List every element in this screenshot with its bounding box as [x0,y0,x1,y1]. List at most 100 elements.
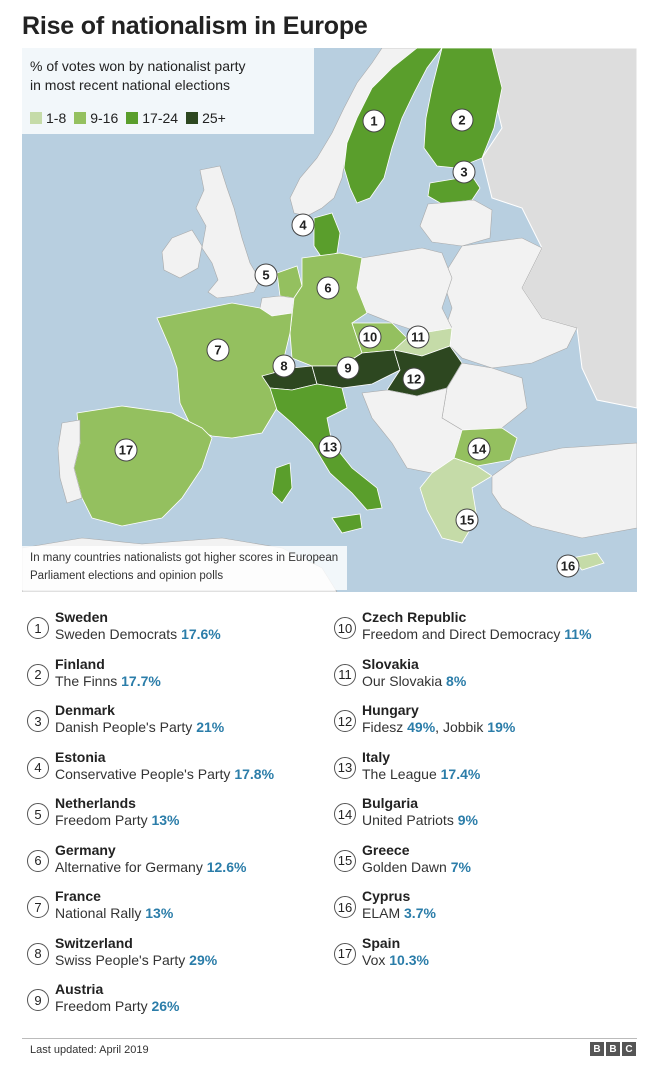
vote-percentage: 9% [457,812,478,828]
vote-percentage: 13% [145,905,174,921]
vote-percentage: 21% [196,719,225,735]
country-entry-cyprus: 16 Cyprus ELAM 3.7% [334,888,436,922]
party-separator: , [435,719,443,735]
entry-number: 6 [27,849,49,872]
vote-percentage: 11% [564,626,592,642]
legend-label: 9-16 [90,110,119,126]
legend-label: 17-24 [142,110,179,126]
marker-circle [316,276,340,300]
map-marker-finland: 2 [450,108,474,132]
entry-text: Estonia Conservative People's Party 17.8% [55,749,274,783]
uk-region [195,165,261,299]
party-line: Our Slovakia 8% [362,673,466,690]
vote-percentage: 17.7% [121,672,161,689]
marker-number: 12 [407,372,421,387]
entry-number: 12 [334,710,356,732]
map-marker-sweden: 1 [362,109,386,133]
country-entry-spain: 17 Spain Vox 10.3% [334,935,429,969]
party-line: ELAM 3.7% [362,905,436,922]
party-name: Alternative for Germany [55,858,207,875]
entry-text: Cyprus ELAM 3.7% [362,888,436,922]
marker-number: 6 [324,281,331,296]
marker-circle [406,325,430,349]
country-entry-germany: 6 Germany Alternative for Germany 12.6% [27,842,246,876]
entry-number: 17 [334,942,356,965]
legend-swatch [126,112,139,124]
marker-circle [206,338,230,362]
party-line: Sweden Democrats 17.6% [55,626,221,643]
country-name: Spain [362,934,401,951]
party-line: Freedom Party 13% [55,812,180,829]
country-name: Hungary [362,702,419,718]
party-name: Conservative People's Party [55,765,235,782]
entry-text: Italy The League 17.4% [362,749,480,783]
europe-map: 1 2 3 4 5 6 7 8 9 10 11 12 13 14 15 16 17 % of votes won… [22,48,637,592]
marker-circle [452,160,476,184]
bbc-logo-letter: B [590,1042,604,1056]
marker-number: 7 [214,343,221,358]
marker-number: 15 [460,513,474,528]
vote-percentage: 3.7% [404,905,436,921]
party-name: Fidesz [362,719,408,735]
marker-circle [362,109,386,133]
entry-number: 7 [27,896,49,918]
vote-percentage: 12.6% [206,858,247,875]
country-entry-italy: 13 Italy The League 17.4% [334,749,480,783]
footer-divider [22,1038,637,1039]
map-marker-estonia: 4 [291,213,315,237]
marker-circle [455,508,479,532]
party-line: United Patriots 9% [362,812,478,829]
party-line: Conservative People's Party 17.8% [55,766,274,783]
marker-number: 3 [460,165,467,180]
marker-number: 14 [472,442,487,457]
entry-number: 8 [27,942,49,965]
party-line: The League 17.4% [362,766,480,783]
marker-circle [358,325,382,349]
page-title: Rise of nationalism in Europe [22,12,368,40]
legend-item: 25+ [186,110,226,126]
sardinia-region [271,462,293,504]
map-marker-italy: 13 [318,435,342,459]
marker-circle [254,263,278,287]
ireland-region [161,229,203,279]
marker-circle [450,108,474,132]
country-name: Greece [362,841,410,858]
baltics-region [419,199,493,247]
legend-swatch [74,112,87,124]
vote-percentage: 17.6% [181,626,221,642]
entry-number: 4 [27,756,49,779]
country-entry-sweden: 1 Sweden Sweden Democrats 17.6% [27,609,221,643]
country-name: Austria [55,981,104,997]
vote-percentage: 8% [446,672,467,689]
marker-number: 2 [458,113,465,128]
map-legend: % of votes won by nationalist party in m… [22,48,314,134]
map-marker-hungary: 12 [402,367,426,391]
party-name: Danish People's Party [55,719,197,735]
vote-percentage: 13% [151,812,180,828]
party-name: Jobbik [442,719,488,735]
map-marker-germany: 6 [316,276,340,300]
legend-swatch [30,112,42,124]
map-marker-greece: 15 [455,508,479,532]
entry-number: 1 [27,617,49,639]
party-name: Our Slovakia [362,672,447,689]
country-name: Sweden [55,609,108,625]
marker-circle [318,435,342,459]
sicily-region [331,513,363,534]
country-name: Bulgaria [362,795,419,811]
legend-item: 17-24 [126,110,178,126]
entry-text: Hungary Fidesz 49%, Jobbik 19% [362,702,515,736]
party-line: Danish People's Party 21% [55,719,224,736]
marker-number: 4 [299,218,307,233]
party-name: Freedom Party [55,998,152,1014]
entry-text: Bulgaria United Patriots 9% [362,795,478,829]
map-marker-czech-republic: 10 [358,325,382,349]
country-name: France [55,888,101,904]
entry-text: Finland The Finns 17.7% [55,656,161,690]
party-line: Fidesz 49%, Jobbik 19% [362,719,515,736]
party-name: National Rally [55,905,146,921]
legend-label: 25+ [202,110,226,126]
vote-percentage: 17.4% [440,765,481,782]
map-marker-switzerland: 8 [272,354,296,378]
